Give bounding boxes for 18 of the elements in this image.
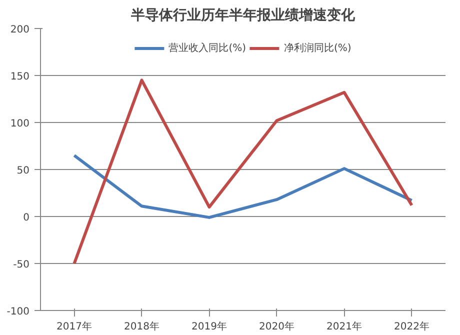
x-tick-label: 2021年 [326, 320, 362, 332]
legend-label: 净利润同比(%) [284, 42, 352, 55]
y-tick-label: 150 [10, 72, 30, 82]
y-tick-label: 0 [23, 212, 30, 224]
y-tick-label: 100 [10, 118, 30, 130]
x-tick-label: 2022年 [394, 320, 430, 332]
line-series [72, 78, 414, 265]
y-tick-label: 200 [10, 24, 30, 36]
line-series [72, 154, 414, 219]
x-tick-label: 2017年 [56, 320, 92, 332]
y-tick-label: -50 [13, 260, 30, 270]
chart-title: 半导体行业历年半年报业绩增速变化 [130, 6, 356, 24]
x-tick-label: 2019年 [192, 320, 227, 332]
x-tick-label: 2018年 [124, 320, 160, 332]
x-tick-label: 2020年 [259, 320, 294, 332]
y-tick-label: -100 [6, 306, 30, 318]
y-tick-label: 50 [16, 166, 30, 176]
legend-label: 营业收入同比(%) [168, 42, 246, 55]
